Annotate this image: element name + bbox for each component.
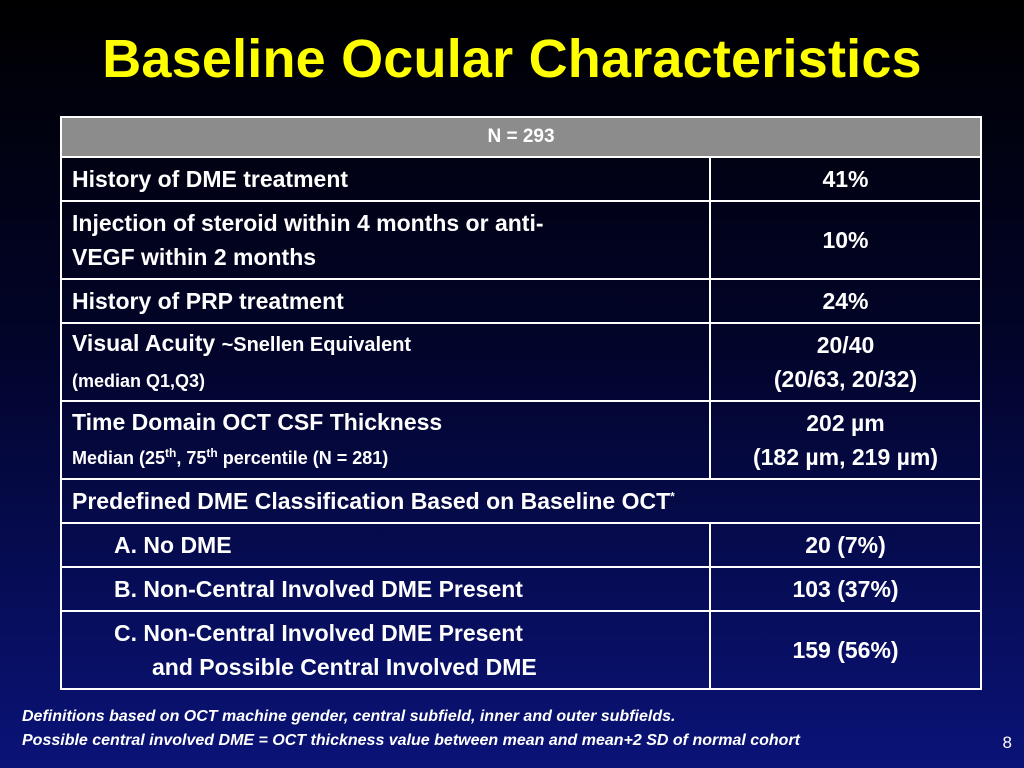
row-value-possible-central-dme: 159 (56%) xyxy=(709,610,982,690)
snellen-equivalent-label: ~Snellen Equivalent xyxy=(221,334,412,356)
classification-label: Predefined DME Classification Based on B… xyxy=(72,488,671,514)
table-row: Injection of steroid within 4 months or … xyxy=(60,200,982,280)
table-row: Time Domain OCT CSF Thickness Median (25… xyxy=(60,400,982,480)
table-header-row: N = 293 xyxy=(60,116,982,158)
row-value-dme-history: 41% xyxy=(709,156,982,202)
table-row: Visual Acuity ~Snellen Equivalent (media… xyxy=(60,322,982,402)
row-label-classification: Predefined DME Classification Based on B… xyxy=(60,478,982,524)
slide-title: Baseline Ocular Characteristics xyxy=(102,29,922,89)
possible-central-label-line2: and Possible Central Involved DME xyxy=(152,654,537,680)
oct-thickness-median: 202 µm xyxy=(806,410,885,436)
row-value-no-dme: 20 (7%) xyxy=(709,522,982,568)
page-number: 8 xyxy=(1002,733,1012,752)
table-header-n: N = 293 xyxy=(60,116,982,158)
footnote-marker: * xyxy=(670,489,675,504)
row-value-non-central-dme: 103 (37%) xyxy=(709,566,982,612)
oct-thickness-label: Time Domain OCT CSF Thickness xyxy=(72,409,443,435)
table-row: C. Non-Central Involved DME Present and … xyxy=(60,610,982,690)
visual-acuity-sublabel: (median Q1,Q3) xyxy=(72,371,206,391)
footnote-possible-central: Possible central involved DME = OCT thic… xyxy=(22,732,800,749)
visual-acuity-label: Visual Acuity xyxy=(72,330,216,356)
table-row: History of DME treatment 41% xyxy=(60,156,982,202)
table-row: Predefined DME Classification Based on B… xyxy=(60,478,982,524)
footnotes: Definitions based on OCT machine gender,… xyxy=(22,705,1002,753)
table-row: History of PRP treatment 24% xyxy=(60,278,982,324)
injection-label-line2: VEGF within 2 months xyxy=(72,244,317,270)
row-label-non-central-dme: B. Non-Central Involved DME Present xyxy=(60,566,711,612)
table-row: A. No DME 20 (7%) xyxy=(60,522,982,568)
row-label-prp-history: History of PRP treatment xyxy=(60,278,711,324)
row-label-no-dme: A. No DME xyxy=(60,522,711,568)
row-value-injection: 10% xyxy=(709,200,982,280)
row-label-visual-acuity: Visual Acuity ~Snellen Equivalent (media… xyxy=(60,322,711,402)
visual-acuity-quartiles: (20/63, 20/32) xyxy=(773,366,918,392)
row-label-oct-thickness: Time Domain OCT CSF Thickness Median (25… xyxy=(60,400,711,480)
row-label-dme-history: History of DME treatment xyxy=(60,156,711,202)
visual-acuity-median: 20/40 xyxy=(816,332,875,358)
oct-thickness-range: (182 µm, 219 µm) xyxy=(752,444,939,470)
baseline-characteristics-table: N = 293 History of DME treatment 41% Inj… xyxy=(60,116,982,690)
row-value-visual-acuity: 20/40 (20/63, 20/32) xyxy=(709,322,982,402)
oct-thickness-sublabel: Median (25th, 75th percentile (N = 281) xyxy=(72,446,389,468)
row-value-prp-history: 24% xyxy=(709,278,982,324)
table-row: B. Non-Central Involved DME Present 103 … xyxy=(60,566,982,612)
possible-central-label-line1: C. Non-Central Involved DME Present xyxy=(114,620,523,646)
row-value-oct-thickness: 202 µm (182 µm, 219 µm) xyxy=(709,400,982,480)
injection-label-line1: Injection of steroid within 4 months or … xyxy=(72,210,544,236)
row-label-possible-central-dme: C. Non-Central Involved DME Present and … xyxy=(60,610,711,690)
row-label-injection: Injection of steroid within 4 months or … xyxy=(60,200,711,280)
footnote-definitions: Definitions based on OCT machine gender,… xyxy=(22,708,676,725)
